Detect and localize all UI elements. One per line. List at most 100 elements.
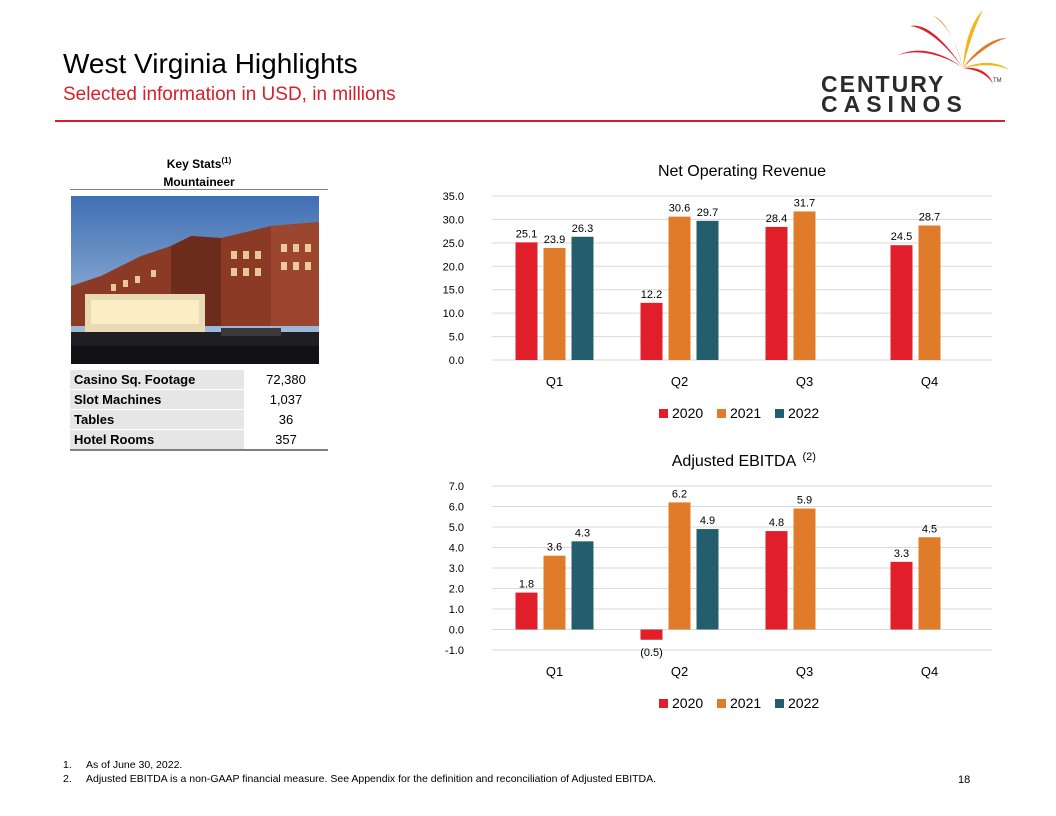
bar (668, 216, 691, 360)
data-label: 30.6 (669, 203, 690, 215)
legend-swatch (717, 699, 726, 708)
bar (765, 531, 788, 630)
header-rule (55, 120, 1005, 122)
bar (668, 502, 691, 630)
y-tick-label: 7.0 (449, 481, 464, 493)
legend-label: 2022 (788, 695, 819, 711)
legend-swatch (717, 409, 726, 418)
bar (515, 592, 538, 630)
y-tick-label: 4.0 (449, 543, 464, 555)
bar (918, 537, 941, 630)
key-stats-table: Casino Sq. Footage 72,380 Slot Machines … (70, 370, 328, 451)
y-tick-label: 5.0 (449, 522, 464, 534)
y-tick-label: 15.0 (443, 285, 464, 297)
legend-label: 2022 (788, 405, 819, 421)
legend-label: 2020 (672, 405, 703, 421)
stat-label: Slot Machines (70, 389, 244, 410)
bar (640, 302, 663, 360)
data-label: 3.6 (547, 542, 562, 554)
legend-swatch (659, 409, 668, 418)
data-label: 28.7 (919, 212, 940, 224)
legend-label: 2021 (730, 695, 761, 711)
mountaineer-hotel-photo (71, 196, 319, 364)
key-stats-title: Key Stats (166, 157, 222, 171)
bar (890, 245, 913, 360)
y-tick-label: 0.0 (449, 625, 464, 637)
category-label: Q1 (546, 374, 563, 389)
bar (543, 248, 566, 360)
footnote-number: 2. (63, 773, 72, 785)
logo-tm: TM (993, 78, 1002, 84)
stat-value: 1,037 (244, 389, 328, 410)
footnotes: 1. As of June 30, 2022. 2. Adjusted EBITDA… (63, 758, 656, 786)
stat-label: Hotel Rooms (70, 429, 244, 451)
bar (543, 555, 566, 630)
chart-title-footnote-ref: (2) (803, 451, 816, 463)
bar (793, 508, 816, 630)
bar (793, 211, 816, 360)
category-label: Q4 (921, 664, 938, 679)
footnote-2: 2. Adjusted EBITDA is a non-GAAP financia… (63, 772, 656, 786)
data-label: 12.2 (641, 289, 662, 301)
stat-label: Tables (70, 409, 244, 430)
data-label: 25.1 (516, 228, 537, 240)
y-tick-label: 30.0 (443, 214, 464, 226)
data-label: 31.7 (794, 197, 815, 209)
table-row: Hotel Rooms 357 (70, 429, 328, 451)
footnote-text: As of June 30, 2022. (86, 759, 183, 771)
data-label: 24.5 (891, 231, 912, 243)
stat-value: 357 (244, 429, 328, 451)
category-label: Q2 (671, 374, 688, 389)
data-label: 26.3 (572, 223, 593, 235)
bar (696, 529, 719, 630)
footnote-text: Adjusted EBITDA is a non-GAAP financial … (86, 773, 657, 785)
bar (918, 225, 941, 360)
table-row: Tables 36 (70, 409, 328, 430)
century-casinos-logo: CENTURY CASINOS TM (821, 10, 1009, 116)
key-stats-footnote-ref: (1) (221, 156, 232, 165)
category-label: Q3 (796, 664, 813, 679)
legend-swatch (659, 699, 668, 708)
y-tick-label: 0.0 (449, 355, 464, 367)
legend-label: 2021 (730, 405, 761, 421)
y-tick-label: 1.0 (449, 604, 464, 616)
stat-label: Casino Sq. Footage (70, 370, 244, 390)
y-tick-label: -1.0 (445, 645, 464, 657)
y-tick-label: 6.0 (449, 502, 464, 514)
table-row: Slot Machines 1,037 (70, 389, 328, 410)
net-operating-revenue-chart: Net Operating Revenue 0.0 5.0 10.0 15.0 20.0 2… (443, 163, 992, 421)
category-label: Q4 (921, 374, 938, 389)
bar (890, 561, 913, 630)
data-label: 3.3 (894, 548, 909, 560)
page-subtitle: Selected information in USD, in millions (63, 84, 396, 105)
data-label: 1.8 (519, 579, 534, 591)
table-row: Casino Sq. Footage 72,380 (70, 370, 328, 390)
category-label: Q1 (546, 664, 563, 679)
key-stats-heading: Key Stats(1) Mountaineer (70, 152, 328, 191)
data-label: 5.9 (797, 495, 812, 507)
data-label: 29.7 (697, 207, 718, 219)
logo-line1: CENTURY (821, 71, 945, 97)
adjusted-ebitda-chart: Adjusted EBITDA (2) -1.0 0.0 1.0 2.0 3.0 4.0 5.0… (445, 451, 992, 711)
footnote-number: 1. (63, 759, 72, 771)
logo-line2: CASINOS (821, 91, 968, 116)
legend-swatch (775, 699, 784, 708)
key-stats-property: Mountaineer (163, 175, 235, 189)
data-label: 4.8 (769, 517, 784, 529)
y-tick-label: 2.0 (449, 584, 464, 596)
data-label: 28.4 (766, 213, 787, 225)
y-tick-label: 25.0 (443, 238, 464, 250)
legend-label: 2020 (672, 695, 703, 711)
data-label: (0.5) (640, 647, 663, 659)
data-label: 6.2 (672, 488, 687, 500)
logo-flower-icon (897, 10, 1009, 84)
bar (696, 220, 719, 360)
bar (571, 236, 594, 360)
page-title: West Virginia Highlights (63, 48, 358, 79)
y-tick-label: 20.0 (443, 261, 464, 273)
bar (640, 629, 663, 640)
key-stats-divider (70, 189, 328, 190)
y-tick-label: 3.0 (449, 563, 464, 575)
chart-title: Adjusted EBITDA (672, 453, 797, 470)
data-label: 4.3 (575, 527, 590, 539)
